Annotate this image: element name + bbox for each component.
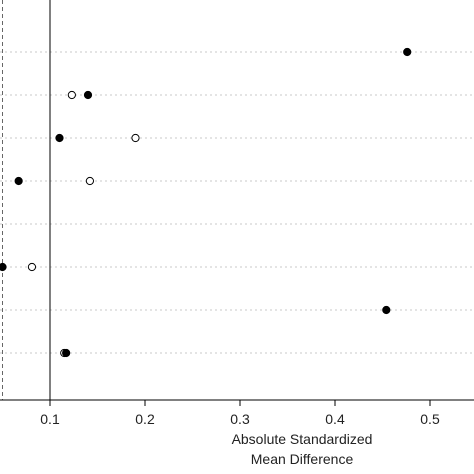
x-axis-title-line-2: Mean Difference bbox=[251, 451, 354, 467]
filled-point bbox=[382, 305, 391, 315]
x-axis: 0.1 0.2 0.3 0.4 0.5 bbox=[40, 400, 440, 427]
x-axis-title-line-1: Absolute Standardized bbox=[232, 431, 373, 447]
filled-point bbox=[0, 262, 7, 272]
x-tick-label: 0.1 bbox=[40, 411, 60, 427]
filled-point bbox=[83, 90, 93, 100]
x-tick-label: 0.4 bbox=[325, 411, 345, 427]
filled-point bbox=[14, 176, 23, 186]
x-tick-label: 0.2 bbox=[135, 411, 155, 427]
open-point bbox=[131, 133, 140, 143]
x-tick-label: 0.5 bbox=[420, 411, 440, 427]
reference-lines bbox=[2, 0, 51, 400]
open-point bbox=[67, 90, 76, 100]
data-points bbox=[0, 47, 412, 358]
open-point bbox=[85, 176, 95, 186]
filled-point bbox=[403, 47, 412, 57]
filled-point bbox=[55, 133, 64, 143]
open-point bbox=[27, 262, 37, 272]
x-tick-label: 0.3 bbox=[230, 411, 250, 427]
filled-point bbox=[62, 348, 71, 358]
grid-lines bbox=[0, 51, 474, 354]
